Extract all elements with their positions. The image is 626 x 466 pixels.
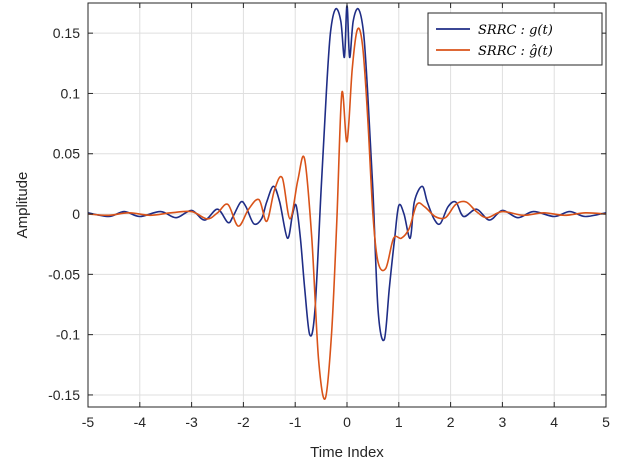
x-tick-label: -4 (134, 414, 147, 430)
x-tick-label: 3 (499, 414, 507, 430)
legend-label-2: SRRC : ĝ(t) (478, 44, 553, 59)
series-layer (87, 4, 607, 400)
x-tick-label: 5 (602, 414, 610, 430)
y-tick-label: -0.15 (48, 387, 80, 403)
y-tick-label: -0.1 (56, 327, 80, 343)
legend-label-1: SRRC : g(t) (478, 23, 553, 38)
x-tick-label: -1 (289, 414, 302, 430)
x-tick-labels: -5 -4 -3 -2 -1 0 1 2 3 4 5 (82, 414, 610, 430)
y-tick-label: 0.15 (53, 25, 80, 41)
x-tick-label: 2 (447, 414, 455, 430)
x-tick-label: 4 (550, 414, 558, 430)
legend-box (427, 12, 603, 66)
x-axis-title: Time Index (310, 444, 384, 461)
series-line-1 (87, 4, 607, 342)
legend: SRRC : g(t) SRRC : ĝ(t) (427, 12, 603, 66)
x-tick-label: -2 (237, 414, 250, 430)
axis-ticks (87, 3, 607, 407)
x-tick-label: -3 (185, 414, 198, 430)
x-tick-label: 0 (343, 414, 351, 430)
y-tick-label: 0 (72, 206, 80, 222)
y-tick-label: 0.05 (53, 146, 80, 162)
y-tick-label: -0.05 (48, 266, 80, 282)
x-tick-label: 1 (395, 414, 403, 430)
y-tick-labels: -0.15 -0.1 -0.05 0 0.05 0.1 0.15 (48, 25, 80, 403)
series-line-2 (87, 27, 607, 400)
y-axis-title: Amplitude (14, 172, 31, 239)
x-tick-label: -5 (82, 414, 95, 430)
y-tick-label: 0.1 (61, 85, 81, 101)
